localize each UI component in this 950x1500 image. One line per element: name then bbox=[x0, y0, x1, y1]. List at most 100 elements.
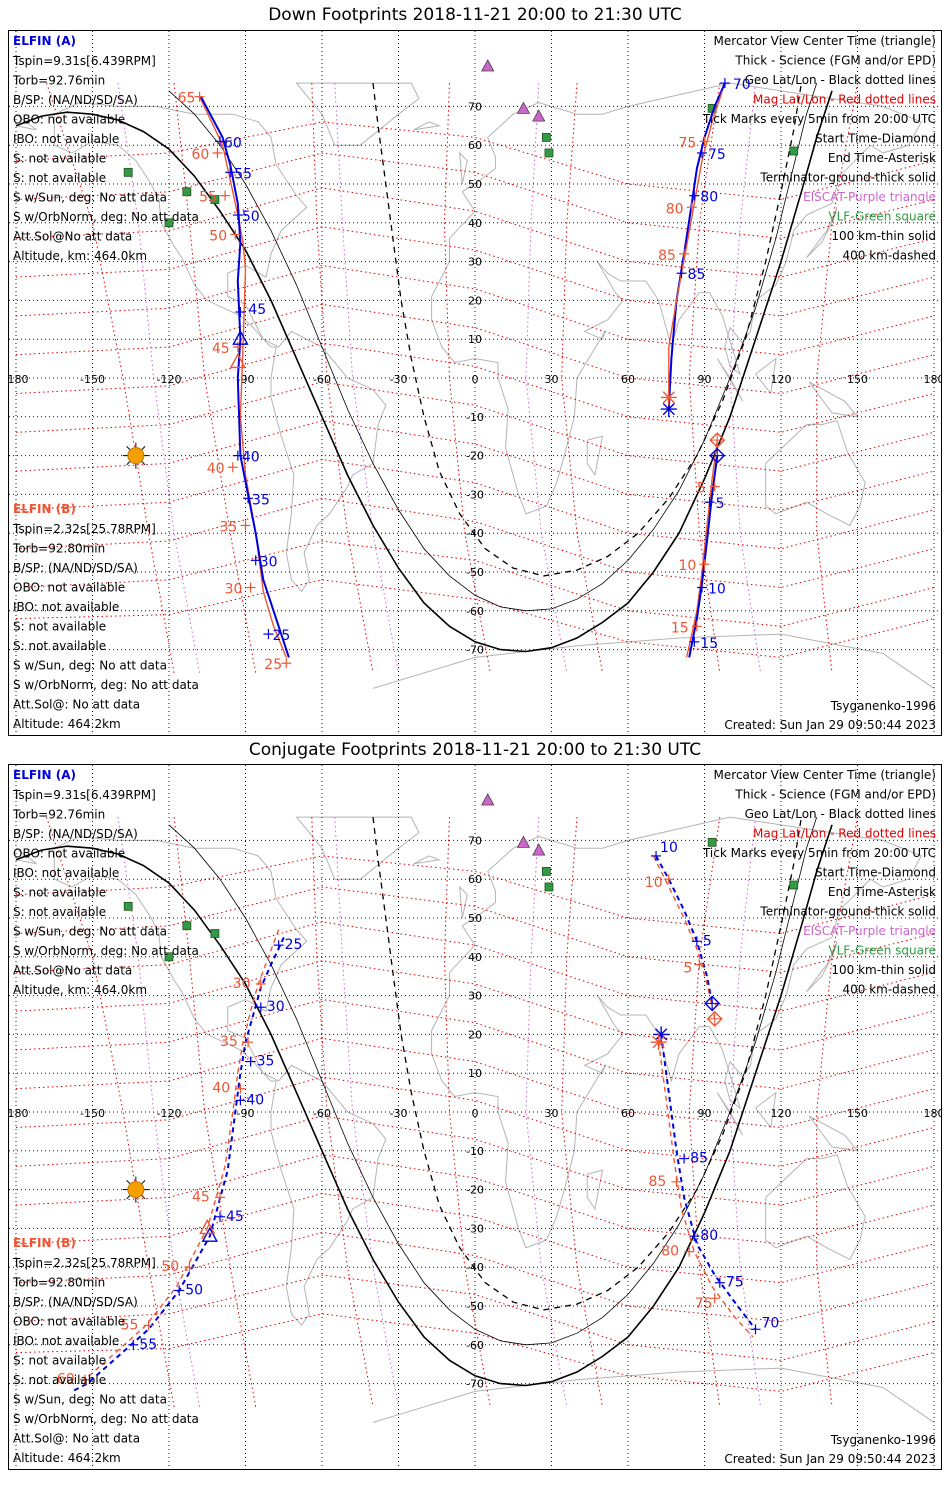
end-time-asterisk[interactable] bbox=[660, 401, 677, 418]
conjugate-footprints-map[interactable]: -180 -150 -120 -90 -60 -30 0 30 60 90 120 150 180 -70… bbox=[8, 764, 942, 1470]
elfin-a-s: S: not available bbox=[13, 886, 106, 900]
sun-ray bbox=[141, 1180, 146, 1185]
elfin-a-altitude: Altitude, km: 464.0km bbox=[13, 983, 147, 997]
center-time-triangle[interactable] bbox=[229, 353, 247, 369]
lat-tick-label: 50 bbox=[468, 178, 482, 191]
legend-line3: Geo Lat/Lon - Black dotted lines bbox=[745, 807, 936, 821]
track-time-label: 85 bbox=[658, 248, 676, 264]
vlf-square-icon bbox=[182, 187, 192, 197]
elfin-b-track[interactable] bbox=[198, 96, 287, 658]
asterisk-stroke bbox=[654, 1028, 668, 1041]
sun-icon bbox=[122, 1176, 149, 1203]
track-time-label: 45 bbox=[248, 302, 266, 318]
created-label: Created: Sun Jan 29 09:50:44 2023 bbox=[724, 718, 936, 732]
lon-tick-label: 0 bbox=[472, 373, 479, 386]
elfin-b-orbnorm: S w/OrbNorm, deg: No att data bbox=[13, 1412, 199, 1426]
coastline bbox=[586, 1169, 604, 1211]
legend-line8: Terminator-ground-thick solid bbox=[759, 905, 936, 919]
lat-tick-label: 40 bbox=[468, 217, 482, 230]
mag-lon-line bbox=[443, 817, 491, 1407]
lat-tick-label: 70 bbox=[468, 834, 482, 847]
end-time-asterisk[interactable] bbox=[650, 1034, 667, 1051]
elfin-a-attsol: Att.Sol@No att data bbox=[13, 230, 132, 244]
elfin-a-s2: S: not available bbox=[13, 171, 106, 185]
elfin-a-track[interactable] bbox=[667, 82, 726, 410]
elfin-b-name: ELFIN (B) bbox=[13, 502, 76, 516]
track-time-label: 40 bbox=[246, 1092, 264, 1108]
track-time-label: 15 bbox=[700, 636, 718, 652]
coastline bbox=[15, 113, 37, 131]
elfin-b-s2: S: not available bbox=[13, 1373, 106, 1387]
track-time-label: 10 bbox=[660, 840, 678, 856]
lon-tick-label: -180 bbox=[8, 373, 28, 386]
elfin-a-track[interactable] bbox=[200, 96, 290, 658]
track-time-label: 55 bbox=[139, 1337, 157, 1353]
coastline bbox=[806, 207, 838, 259]
mag-lat-line bbox=[15, 121, 935, 201]
elfin-b-track[interactable] bbox=[84, 929, 280, 1381]
elfin-a-ibo: IBO: not available bbox=[13, 866, 119, 880]
down-footprints-map[interactable]: -180 -150 -120 -90 -60 -30 0 30 60 90 120 150 180 -70… bbox=[8, 30, 942, 736]
track-time-label: 55 bbox=[121, 1317, 139, 1333]
elfin-a-track[interactable] bbox=[660, 1034, 757, 1330]
vlf-square-icon bbox=[789, 146, 799, 156]
lon-tick-label: 30 bbox=[545, 1107, 559, 1120]
legend-line11: 100 km-thin solid bbox=[831, 229, 936, 243]
track-time-label: 35 bbox=[220, 1034, 238, 1050]
sun-ray bbox=[141, 446, 146, 451]
lon-tick-label: 90 bbox=[698, 1107, 712, 1120]
track-time-label: 85 bbox=[690, 1151, 708, 1167]
coastline bbox=[295, 82, 420, 146]
lon-tick-label: -120 bbox=[157, 373, 182, 386]
legend-line10: VLF-Green square bbox=[828, 210, 936, 224]
down-footprints-title: Down Footprints 2018-11-21 20:00 to 21:3… bbox=[268, 5, 682, 25]
mag-lat-line bbox=[15, 381, 935, 472]
mag-lon-line bbox=[443, 83, 491, 673]
coastline bbox=[372, 1367, 935, 1423]
elfin-b-bsp: B/SP: (NA/ND/SD/SA) bbox=[13, 561, 138, 575]
coastline bbox=[755, 357, 777, 395]
center-time-triangle[interactable] bbox=[232, 329, 249, 345]
vlf-square-icon bbox=[210, 929, 220, 938]
mag-lat-line bbox=[15, 1076, 935, 1167]
lat-tick-label: -70 bbox=[466, 1378, 484, 1391]
track-time-label: 60 bbox=[224, 135, 242, 151]
elfin-b-track[interactable] bbox=[685, 440, 718, 658]
track-time-label: 80 bbox=[666, 201, 684, 217]
elfin-b-track[interactable] bbox=[668, 90, 724, 398]
elfin-b-altitude: Altitude: 464.2km bbox=[13, 717, 121, 731]
terminator-400km-line bbox=[372, 82, 803, 577]
elfin-a-attsol: Att.Sol@No att data bbox=[13, 964, 132, 978]
legend-line1: Mercator View Center Time (triangle) bbox=[714, 34, 936, 48]
elfin-b-orbnorm: S w/OrbNorm, deg: No att data bbox=[13, 678, 199, 692]
elfin-a-sun: S w/Sun, deg: No att data bbox=[13, 925, 167, 939]
center-time-triangle[interactable] bbox=[201, 1226, 218, 1242]
track-time-label: 10 bbox=[679, 558, 697, 574]
sun-disc bbox=[127, 447, 145, 465]
elfin-b-track[interactable] bbox=[652, 855, 716, 1020]
elfin-a-name: ELFIN (A) bbox=[13, 768, 76, 782]
track-time-label: 30 bbox=[260, 554, 278, 570]
center-time-triangle[interactable] bbox=[199, 1218, 216, 1235]
track-time-label: 40 bbox=[207, 461, 225, 477]
end-time-asterisk[interactable] bbox=[660, 389, 677, 406]
elfin-a-track[interactable] bbox=[71, 936, 285, 1393]
track-time-label: 25 bbox=[264, 657, 282, 673]
lon-tick-label: 150 bbox=[847, 373, 868, 386]
elfin-a-tspin: Tspin=9.31s[6.439RPM] bbox=[12, 788, 156, 802]
coastline bbox=[806, 941, 838, 993]
elfin-b-torb: Torb=92.80min bbox=[12, 1276, 105, 1290]
elfin-a-s: S: not available bbox=[13, 152, 106, 166]
vlf-square-icon bbox=[210, 195, 220, 204]
elfin-a-track[interactable] bbox=[655, 855, 714, 1004]
lat-tick-label: -70 bbox=[466, 644, 484, 657]
elfin-b-track[interactable] bbox=[657, 1042, 754, 1338]
legend-line2: Thick - Science (FGM and/or EPD) bbox=[734, 788, 936, 802]
track-time-label: 50 bbox=[161, 1259, 179, 1275]
mag-lat-line bbox=[15, 342, 935, 433]
track-time-label: 25 bbox=[272, 628, 290, 644]
sun-ray bbox=[126, 460, 131, 466]
legend-line12: 400 km-dashed bbox=[842, 983, 936, 997]
eiscat-triangle-icon bbox=[481, 793, 495, 806]
terminator-400km-line bbox=[372, 816, 803, 1311]
